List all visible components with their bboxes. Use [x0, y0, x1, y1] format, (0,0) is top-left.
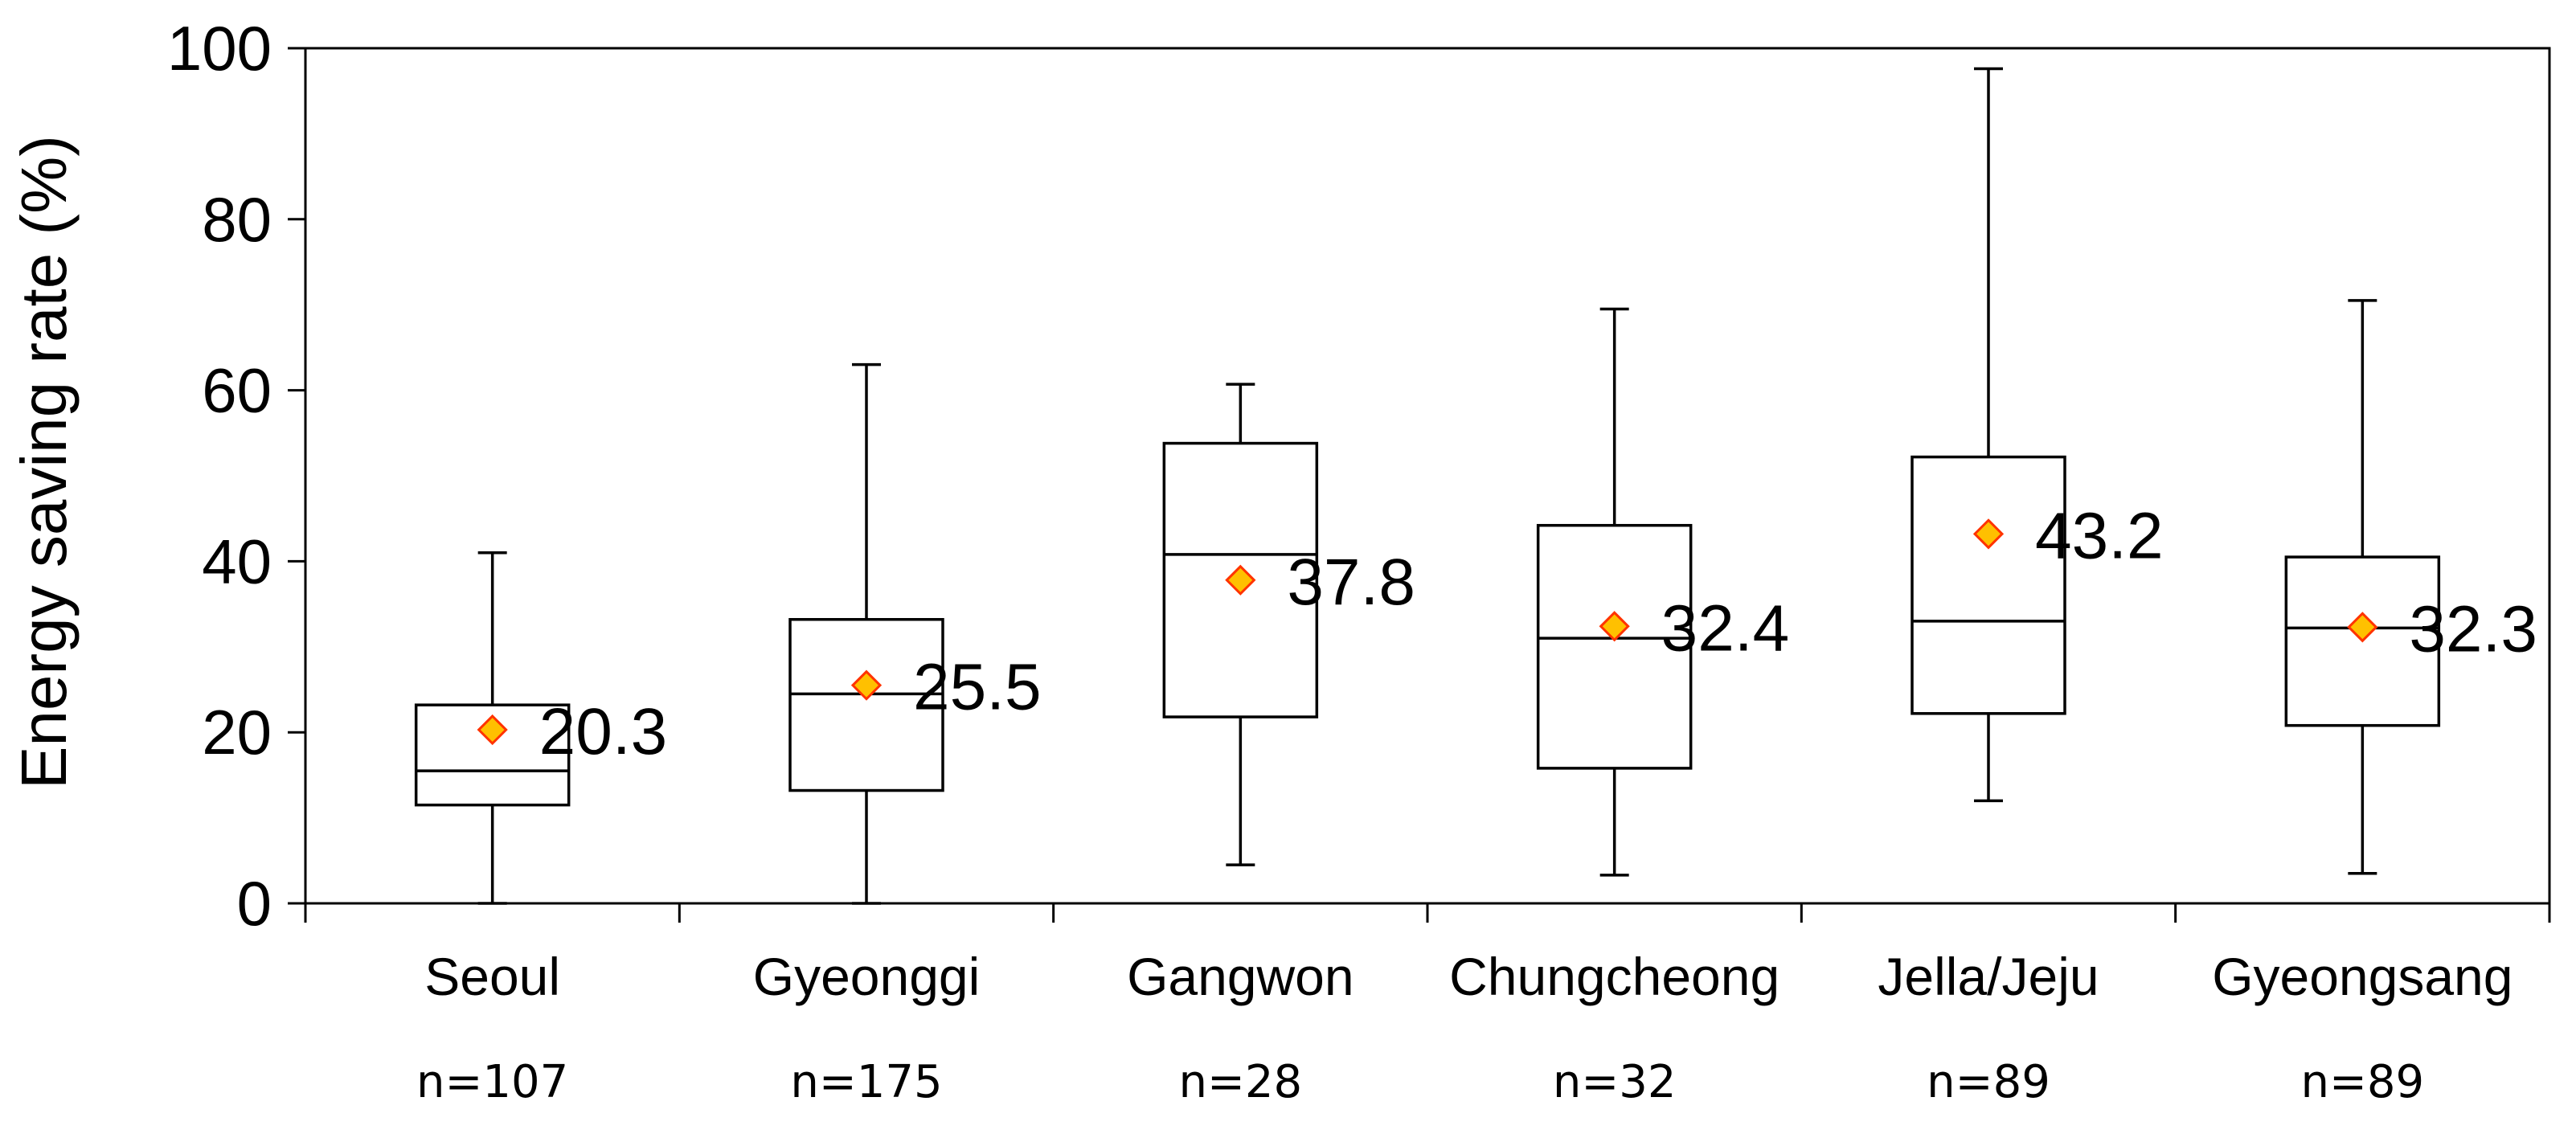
y-tick-label: 80	[202, 184, 272, 255]
x-sample-size-label: n=175	[790, 1056, 942, 1108]
mean-marker	[2347, 612, 2378, 643]
y-tick-label: 40	[202, 526, 272, 596]
box-jella-jeju: 43.2	[1910, 67, 2164, 803]
y-axis-label: Energy saving rate (%)	[8, 135, 80, 789]
mean-value-label: 32.3	[2409, 592, 2537, 665]
mean-value-label: 20.3	[539, 695, 668, 768]
x-category-label: Jella/Jeju	[1878, 947, 2099, 1006]
box-gangwon: 37.8	[1162, 383, 1415, 866]
box-series: 20.3 25.5 37.8 32.4 43.2 32.3	[414, 67, 2537, 905]
x-sample-size-label: n=28	[1178, 1056, 1302, 1108]
y-tick-label: 60	[202, 355, 272, 426]
mean-marker	[1599, 611, 1630, 642]
x-sample-size-label: n=32	[1553, 1056, 1677, 1108]
plot-frame	[304, 47, 2551, 905]
mean-marker	[1225, 564, 1256, 596]
box-chungcheong: 32.4	[1536, 307, 1790, 877]
mean-marker	[1972, 518, 2005, 550]
iqr-box	[788, 618, 944, 792]
x-sample-size-label: n=89	[2300, 1056, 2424, 1108]
y-tick-label: 100	[167, 13, 272, 84]
x-category-label: Gangwon	[1127, 947, 1354, 1006]
box-seoul: 20.3	[414, 551, 668, 905]
x-sample-size-label: n=89	[1927, 1056, 2050, 1108]
mean-value-label: 32.4	[1661, 592, 1790, 665]
y-tick-label: 0	[237, 868, 272, 939]
mean-value-label: 25.5	[913, 651, 1042, 724]
x-category-label: Gyeongsang	[2212, 947, 2513, 1006]
mean-value-label: 43.2	[2035, 499, 2164, 572]
iqr-box	[1536, 523, 1693, 770]
box-gyeongsang: 32.3	[2284, 299, 2537, 875]
x-category-label: Seoul	[424, 947, 560, 1006]
mean-value-label: 37.8	[1287, 546, 1415, 619]
mean-marker	[477, 714, 508, 746]
box-gyeonggi: 25.5	[788, 362, 1042, 905]
x-axis: Seoul n=107 Gyeonggi n=175 Gangwon n=28 Chungc…	[304, 903, 2551, 1108]
iqr-box	[1910, 455, 2066, 715]
mean-marker	[850, 669, 883, 701]
x-sample-size-label: n=107	[416, 1056, 568, 1108]
x-category-label: Gyeonggi	[753, 947, 981, 1006]
y-tick-label: 20	[202, 697, 272, 768]
x-category-label: Chungcheong	[1449, 947, 1779, 1006]
y-axis: 0 20 40 60 80 100	[167, 13, 305, 939]
